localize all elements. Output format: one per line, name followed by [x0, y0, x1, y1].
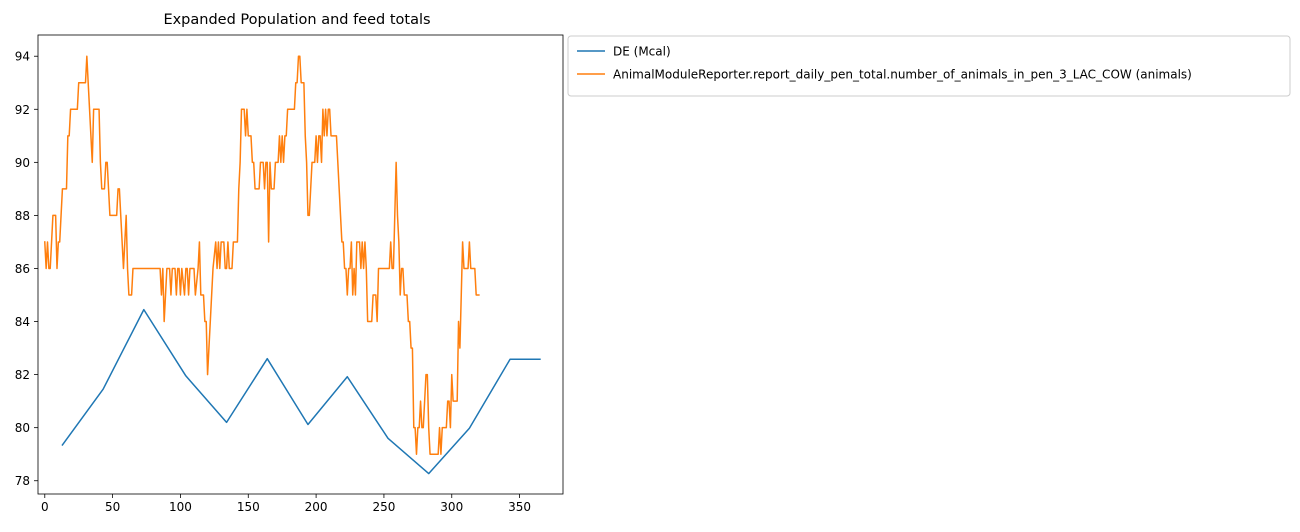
y-tick-label: 90 [15, 156, 30, 170]
x-tick-label: 350 [508, 500, 531, 514]
axes-frame [37, 34, 564, 495]
x-tick-label: 0 [41, 500, 49, 514]
x-tick-label: 200 [305, 500, 328, 514]
chart-title: Expanded Population and feed totals [163, 12, 430, 28]
y-tick-label: 82 [15, 368, 30, 382]
legend-box [567, 35, 1291, 97]
legend-label-2: AnimalModuleReporter.report_daily_pen_to… [613, 68, 1192, 82]
y-tick-label: 78 [15, 474, 30, 488]
plot-area: 0 50 100 150 200 250 300 350 78 80 82 84 86 88 90 92 94 [15, 34, 564, 514]
y-tick-label: 94 [15, 50, 30, 64]
x-tick-label: 300 [440, 500, 463, 514]
legend-label-1: DE (Mcal) [613, 45, 671, 59]
y-tick-label: 80 [15, 421, 30, 435]
y-tick-label: 86 [15, 262, 30, 276]
x-tick-label: 250 [372, 500, 395, 514]
legend: DE (Mcal) AnimalModuleReporter.report_dai… [567, 35, 1291, 97]
x-tick-label: 150 [237, 500, 260, 514]
y-tick-label: 92 [15, 103, 30, 117]
y-tick-label: 88 [15, 209, 30, 223]
series-line-2 [43, 55, 480, 455]
y-tick-label: 84 [15, 315, 30, 329]
series-line-1 [61, 308, 541, 475]
x-tick-label: 100 [169, 500, 192, 514]
x-tick-label: 50 [105, 500, 120, 514]
